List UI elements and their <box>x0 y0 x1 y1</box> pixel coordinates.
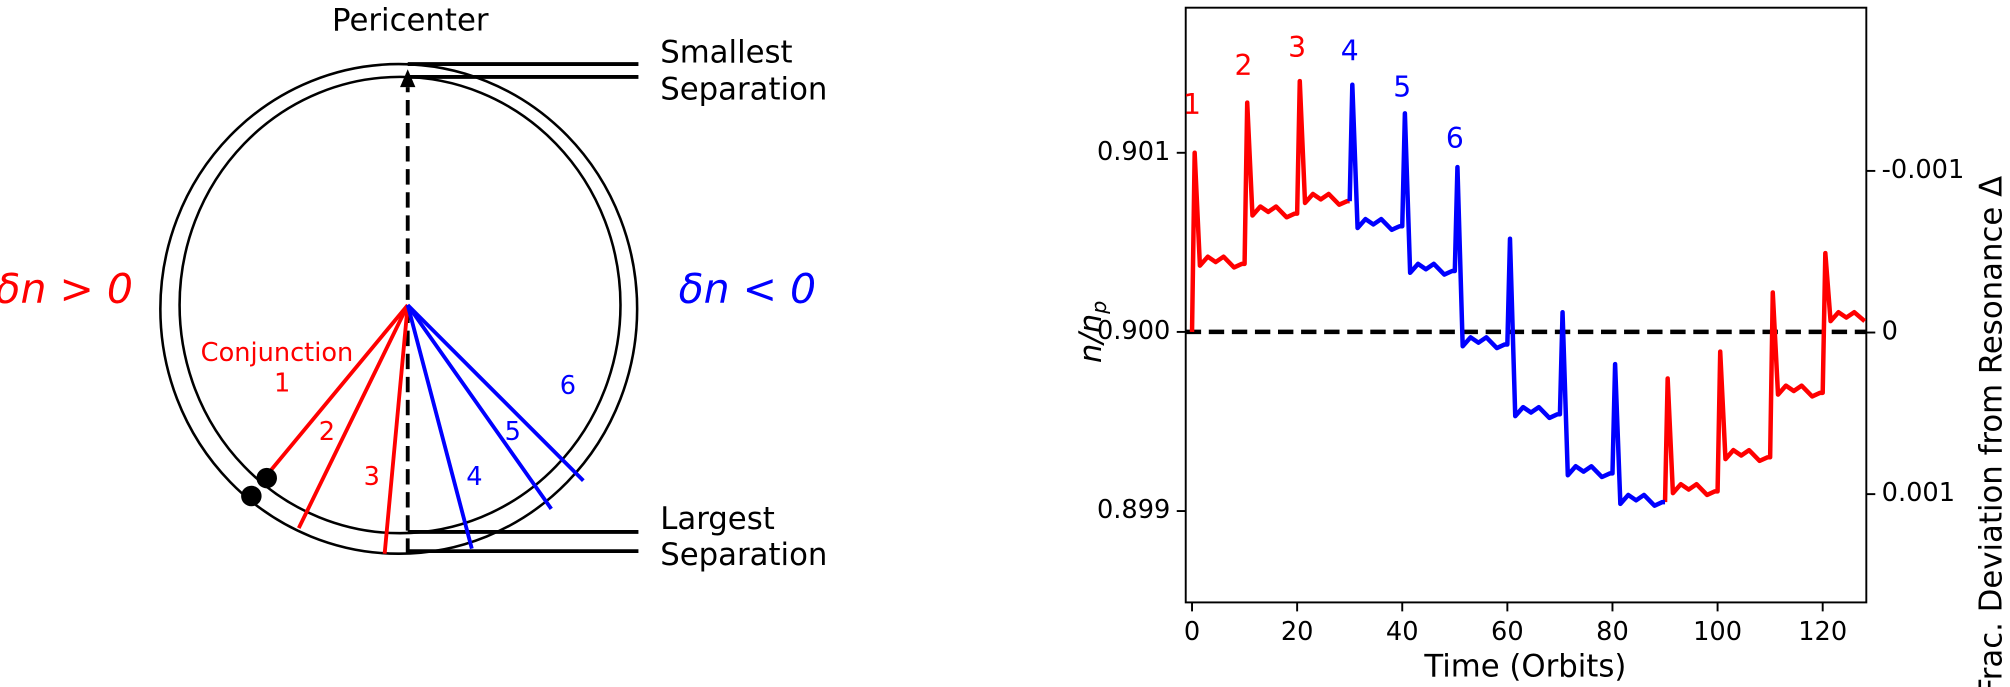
largest-label: Separation <box>660 537 827 573</box>
delta-n-negative: δn < 0 <box>679 265 817 313</box>
x-axis-label: Time (Orbits) <box>1423 648 1626 684</box>
conjunction-number: 6 <box>560 371 576 401</box>
y-tick-label: 0.900 <box>1097 316 1170 346</box>
conjunction-number: 2 <box>319 417 335 447</box>
plot-frame <box>1184 6 1868 604</box>
annotation: 1 <box>1183 88 1201 121</box>
y2-tick-label: 0 <box>1882 317 1898 347</box>
y-tick-label: 0.901 <box>1097 137 1170 167</box>
inner-orbit <box>178 75 622 535</box>
smallest-label: Smallest <box>660 34 792 70</box>
x-tick-label: 20 <box>1281 617 1314 647</box>
x-tick-label: 60 <box>1491 617 1524 647</box>
y-axis-label-main: n/n <box>1073 314 1109 363</box>
y2-axis-label: Frac. Deviation from Resonance Δ <box>1974 176 2010 687</box>
series-line <box>1347 82 1666 508</box>
largest-label: Largest <box>660 501 775 537</box>
orbit-diagram <box>159 62 639 555</box>
delta-n-positive: δn > 0 <box>0 265 133 313</box>
conjunction-number: 5 <box>505 417 521 447</box>
y-axis-label-subscript: p <box>1087 301 1111 315</box>
conjunction-line <box>406 303 585 483</box>
y2-tick-label: 0.001 <box>1882 478 1955 508</box>
conjunction-label: Conjunction <box>201 338 354 368</box>
y-tick-label: 0.899 <box>1097 495 1170 525</box>
conjunction-number: 1 <box>274 369 290 399</box>
conjunction-number: 3 <box>364 462 380 492</box>
annotation: 3 <box>1288 31 1306 64</box>
annotation: 2 <box>1235 49 1253 82</box>
conjunction-line <box>405 304 474 550</box>
x-tick-label: 80 <box>1596 617 1629 647</box>
series-line <box>1189 78 1867 503</box>
arrow-head <box>400 69 416 88</box>
x-tick-label: 0 <box>1184 617 1200 647</box>
y-axis-label: n/np <box>1073 301 1111 363</box>
conjunction-line <box>297 304 410 529</box>
conjunction-line <box>382 304 410 554</box>
annotation: 4 <box>1341 34 1359 67</box>
planet <box>256 467 277 489</box>
planet <box>241 485 262 507</box>
x-tick-label: 120 <box>1798 617 1847 647</box>
conjunction-line <box>406 303 553 510</box>
x-tick-label: 100 <box>1693 617 1742 647</box>
conjunction-line <box>263 303 410 479</box>
x-tick-label: 40 <box>1386 617 1419 647</box>
annotation: 6 <box>1446 122 1464 155</box>
y2-tick-label: -0.001 <box>1882 155 1965 185</box>
annotation: 5 <box>1393 70 1411 103</box>
outer-orbit <box>159 62 639 555</box>
conjunction-number: 4 <box>466 462 482 492</box>
pericenter-label: Pericenter <box>332 2 489 38</box>
smallest-label: Separation <box>660 72 827 108</box>
